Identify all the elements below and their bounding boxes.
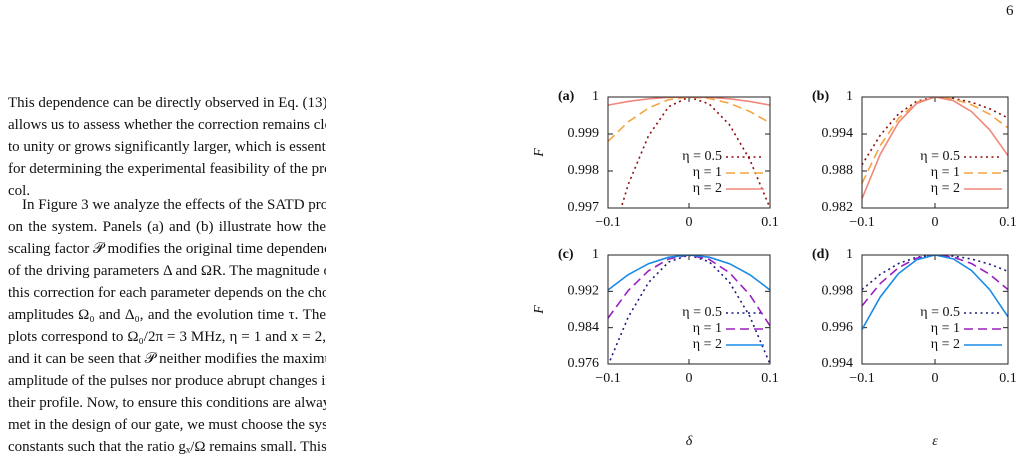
- text-line: In Figure 3 we analyze the effects of th…: [22, 197, 326, 213]
- plot-frame: [607, 254, 771, 365]
- x-tick-label: −0.1: [595, 371, 620, 386]
- series-line: [862, 255, 1008, 330]
- text-line: constants such that the ratio gₓ/Ω remai…: [8, 439, 326, 455]
- page-number: 6: [1006, 3, 1014, 19]
- text-line: this correction for each parameter depen…: [8, 285, 326, 301]
- series-line: [608, 255, 770, 327]
- text-line: amplitudes Ω₀ and Δ₀, and the evolution …: [8, 307, 326, 323]
- y-axis-label: F: [532, 148, 547, 158]
- y-tick-label: 0.988: [822, 163, 854, 178]
- text-line: plots correspond to Ω₀/2π = 3 MHz, η = 1…: [8, 329, 326, 345]
- x-tick-label: −0.1: [849, 215, 874, 230]
- x-tick-label: 0: [686, 215, 693, 230]
- text-line: for determining the experimental feasibi…: [8, 161, 326, 177]
- panel-label: (d): [812, 247, 829, 262]
- y-tick-label: 0.994: [822, 356, 854, 371]
- x-tick-label: 0: [932, 215, 939, 230]
- series-line: [620, 97, 770, 208]
- text-line: met in the design of our gate, we must c…: [8, 417, 326, 433]
- series-line: [608, 97, 770, 106]
- y-tick-label: 0.984: [568, 320, 600, 335]
- series-line: [862, 255, 1008, 307]
- text-line: their profile. Now, to ensure this condi…: [8, 395, 326, 411]
- legend-label: η = 2: [693, 337, 722, 352]
- legend-label: η = 0.5: [682, 149, 722, 164]
- legend-label: η = 0.5: [920, 305, 960, 320]
- legend-label: η = 0.5: [682, 305, 722, 320]
- panel-label: (a): [558, 89, 575, 104]
- plot-frame: [861, 96, 1009, 209]
- x-tick-label: 0.1: [999, 371, 1017, 386]
- y-tick-label: 0.999: [568, 126, 600, 141]
- y-tick-label: 0.996: [822, 320, 854, 335]
- x-tick-label: 0.1: [761, 215, 779, 230]
- x-tick-label: −0.1: [849, 371, 874, 386]
- x-axis-label: ε: [932, 434, 938, 449]
- paragraph: In Figure 3 we analyze the effects of th…: [8, 194, 326, 458]
- legend-label: η = 1: [931, 321, 960, 336]
- legend-label: η = 1: [693, 321, 722, 336]
- legend-label: η = 2: [931, 181, 960, 196]
- legend-label: η = 2: [931, 337, 960, 352]
- y-tick-label: 0.982: [822, 200, 854, 215]
- text-line: This dependence can be directly observed…: [8, 95, 326, 111]
- legend-label: η = 1: [931, 165, 960, 180]
- legend-label: η = 1: [693, 165, 722, 180]
- text-line: to unity or grows significantly larger, …: [8, 139, 326, 155]
- y-axis-label: F: [532, 305, 547, 315]
- y-tick-label: 0.998: [822, 284, 854, 299]
- legend-label: η = 0.5: [920, 149, 960, 164]
- y-tick-label: 0.976: [568, 356, 600, 371]
- legend-label: η = 2: [693, 181, 722, 196]
- y-tick-label: 0.997: [568, 200, 600, 215]
- series-line: [862, 255, 1008, 291]
- panel-label: (b): [812, 89, 829, 104]
- y-tick-label: 0.998: [568, 163, 600, 178]
- y-tick-label: 0.992: [568, 284, 600, 299]
- x-tick-label: 0: [686, 371, 693, 386]
- text-line: scaling factor 𝒫 modifies the original t…: [8, 241, 326, 257]
- series-line: [608, 255, 770, 291]
- series-line: [608, 97, 770, 142]
- text-line: col.: [8, 183, 31, 199]
- series-line: [862, 97, 1008, 184]
- paragraph: This dependence can be directly observed…: [8, 92, 326, 202]
- x-tick-label: 0.1: [999, 215, 1017, 230]
- text-line: and it can be seen that 𝒫 neither modifi…: [8, 351, 326, 367]
- text-line: on the system. Panels (a) and (b) illust…: [8, 219, 326, 235]
- series-line: [862, 97, 1008, 166]
- plot-frame: [861, 254, 1009, 365]
- plot-frame: [607, 96, 771, 209]
- text-line: of the driving parameters Δ and ΩR. The …: [8, 263, 326, 279]
- x-tick-label: 0.1: [761, 371, 779, 386]
- series-line: [862, 97, 1008, 200]
- y-tick-label: 1: [592, 89, 599, 104]
- y-tick-label: 1: [846, 89, 853, 104]
- y-tick-label: 0.994: [822, 126, 854, 141]
- text-line: allows us to assess whether the correcti…: [8, 117, 326, 133]
- y-tick-label: 1: [592, 247, 599, 262]
- y-tick-label: 1: [846, 247, 853, 262]
- x-tick-label: −0.1: [595, 215, 620, 230]
- x-axis-label: δ: [686, 434, 693, 449]
- text-line: amplitude of the pulses nor produce abru…: [8, 373, 326, 389]
- x-tick-label: 0: [932, 371, 939, 386]
- panel-label: (c): [558, 247, 574, 262]
